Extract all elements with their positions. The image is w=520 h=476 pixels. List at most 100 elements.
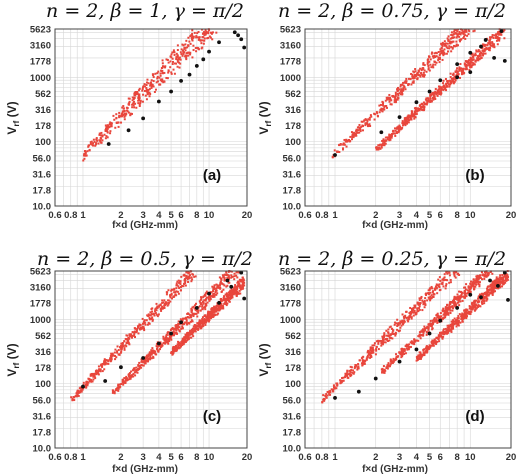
- data-point-red: [223, 295, 226, 298]
- data-point-red: [141, 327, 144, 330]
- data-point-red: [174, 291, 177, 294]
- data-point-red: [458, 299, 461, 302]
- data-point-red: [422, 62, 425, 65]
- data-point-red: [227, 270, 230, 273]
- data-point-red: [103, 363, 106, 366]
- data-point-red: [391, 327, 394, 330]
- y-tick-label: 5623: [280, 267, 301, 278]
- data-point-red: [403, 348, 406, 351]
- data-point-red: [413, 338, 416, 341]
- data-point-red: [220, 298, 223, 301]
- data-point-red: [76, 390, 79, 393]
- data-point-red: [153, 350, 156, 353]
- data-point-red: [475, 307, 478, 310]
- data-point-red: [390, 99, 393, 102]
- data-point-red: [164, 301, 167, 304]
- data-point-red: [207, 317, 210, 320]
- data-point-red: [402, 124, 405, 127]
- data-point-red: [440, 331, 443, 334]
- data-point-red: [492, 36, 495, 39]
- data-point-red: [485, 46, 488, 49]
- data-point-red: [467, 29, 470, 32]
- data-point-red: [445, 313, 448, 316]
- data-point-red: [152, 76, 155, 79]
- data-point-red: [410, 118, 413, 121]
- data-point-red: [134, 94, 137, 97]
- data-point-red: [485, 275, 488, 278]
- data-point-red: [381, 107, 384, 110]
- data-point-red: [153, 90, 156, 93]
- data-point-red: [198, 36, 201, 39]
- data-point-red: [201, 308, 204, 311]
- data-point-red: [208, 298, 211, 301]
- data-point-red: [132, 97, 135, 100]
- data-point-red: [459, 67, 462, 70]
- data-point-red: [204, 305, 207, 308]
- data-point-red: [147, 315, 150, 318]
- data-point-red: [129, 112, 132, 115]
- data-point-red: [452, 77, 455, 80]
- data-point-red: [122, 345, 125, 348]
- data-point-red: [476, 305, 479, 308]
- data-point-red: [483, 300, 486, 303]
- data-point-red: [491, 289, 494, 292]
- data-point-red: [125, 113, 128, 116]
- data-point-red: [432, 98, 435, 101]
- data-point-red: [401, 355, 404, 358]
- data-point-red: [161, 72, 164, 75]
- data-point-red: [409, 313, 412, 316]
- data-point-red: [207, 320, 210, 323]
- data-point-red: [192, 325, 195, 328]
- data-point-red: [176, 60, 179, 63]
- data-point-red: [195, 35, 198, 38]
- data-point-red: [212, 293, 215, 296]
- data-point-red: [233, 275, 236, 278]
- data-point-red: [225, 285, 228, 288]
- data-point-red: [479, 54, 482, 57]
- data-point-red: [166, 77, 169, 80]
- data-point-red: [325, 396, 328, 399]
- data-point-red: [410, 72, 413, 75]
- data-point-red: [159, 79, 162, 82]
- data-point-red: [456, 33, 459, 36]
- data-point-red: [413, 117, 416, 120]
- data-point-red: [165, 293, 168, 296]
- data-point-red: [182, 44, 185, 47]
- data-point-red: [423, 64, 426, 67]
- data-point-red: [488, 36, 491, 39]
- data-point-red: [123, 118, 126, 121]
- data-point-red: [426, 58, 429, 61]
- data-point-red: [383, 332, 386, 335]
- data-point-red: [409, 314, 412, 317]
- data-point-red: [407, 77, 410, 80]
- data-point-red: [170, 352, 173, 355]
- y-tick-label: 10.0: [283, 202, 302, 213]
- data-point-red: [439, 312, 442, 315]
- y-tick-label: 3160: [30, 283, 51, 294]
- plot-frame: [54, 270, 248, 449]
- data-point-red: [431, 65, 434, 68]
- data-point-red: [161, 299, 164, 302]
- data-point-red: [433, 52, 436, 55]
- data-point-red: [142, 327, 145, 330]
- data-point-red: [486, 43, 489, 46]
- data-point-red: [460, 69, 463, 72]
- data-point-red: [188, 275, 191, 278]
- data-point-red: [424, 351, 427, 354]
- data-point-red: [417, 355, 420, 358]
- data-point-red: [469, 286, 472, 289]
- data-point-red: [103, 368, 106, 371]
- data-point-red: [117, 389, 120, 392]
- data-point-red: [170, 53, 173, 56]
- y-tick-label: 178: [35, 121, 51, 132]
- data-point-red: [494, 36, 497, 39]
- data-point-red: [470, 280, 473, 283]
- data-point-red: [85, 384, 88, 387]
- data-point-red: [483, 43, 486, 46]
- data-point-red: [453, 295, 456, 298]
- data-point-red: [148, 88, 151, 91]
- data-point-red: [350, 131, 353, 134]
- data-point-red: [184, 49, 187, 52]
- data-point-red: [443, 333, 446, 336]
- data-point-red: [464, 37, 467, 40]
